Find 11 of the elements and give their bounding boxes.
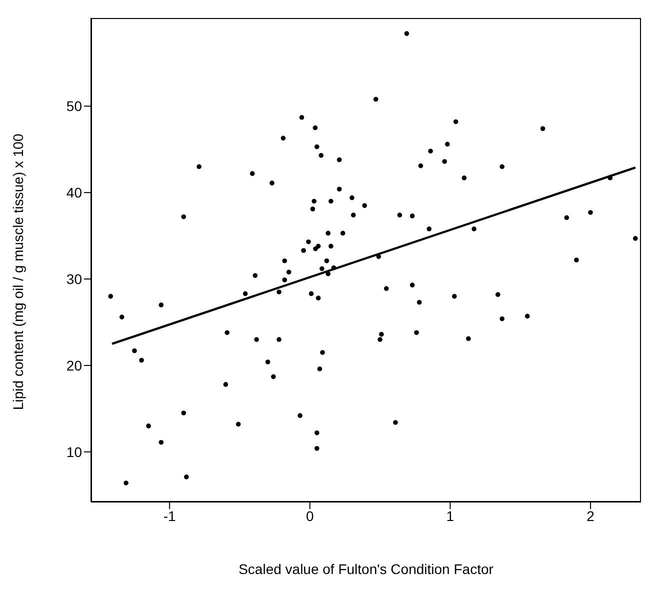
x-tick-label: -1 <box>163 508 176 524</box>
y-tick-label: 20 <box>66 357 82 374</box>
x-tick-label: 2 <box>586 508 595 524</box>
y-tick-label: 30 <box>66 270 82 287</box>
y-tick-label: 50 <box>66 98 82 114</box>
y-tick-label: 40 <box>66 184 82 201</box>
x-tick-label: 1 <box>446 508 454 524</box>
x-axis-title: Scaled value of Fulton's Condition Factor <box>238 561 494 577</box>
y-tick-label: 10 <box>66 444 82 460</box>
x-tick-label: 0 <box>306 508 314 524</box>
y-axis-title: Lipid content (mg oil / g muscle tissue) x 100 <box>10 134 26 410</box>
